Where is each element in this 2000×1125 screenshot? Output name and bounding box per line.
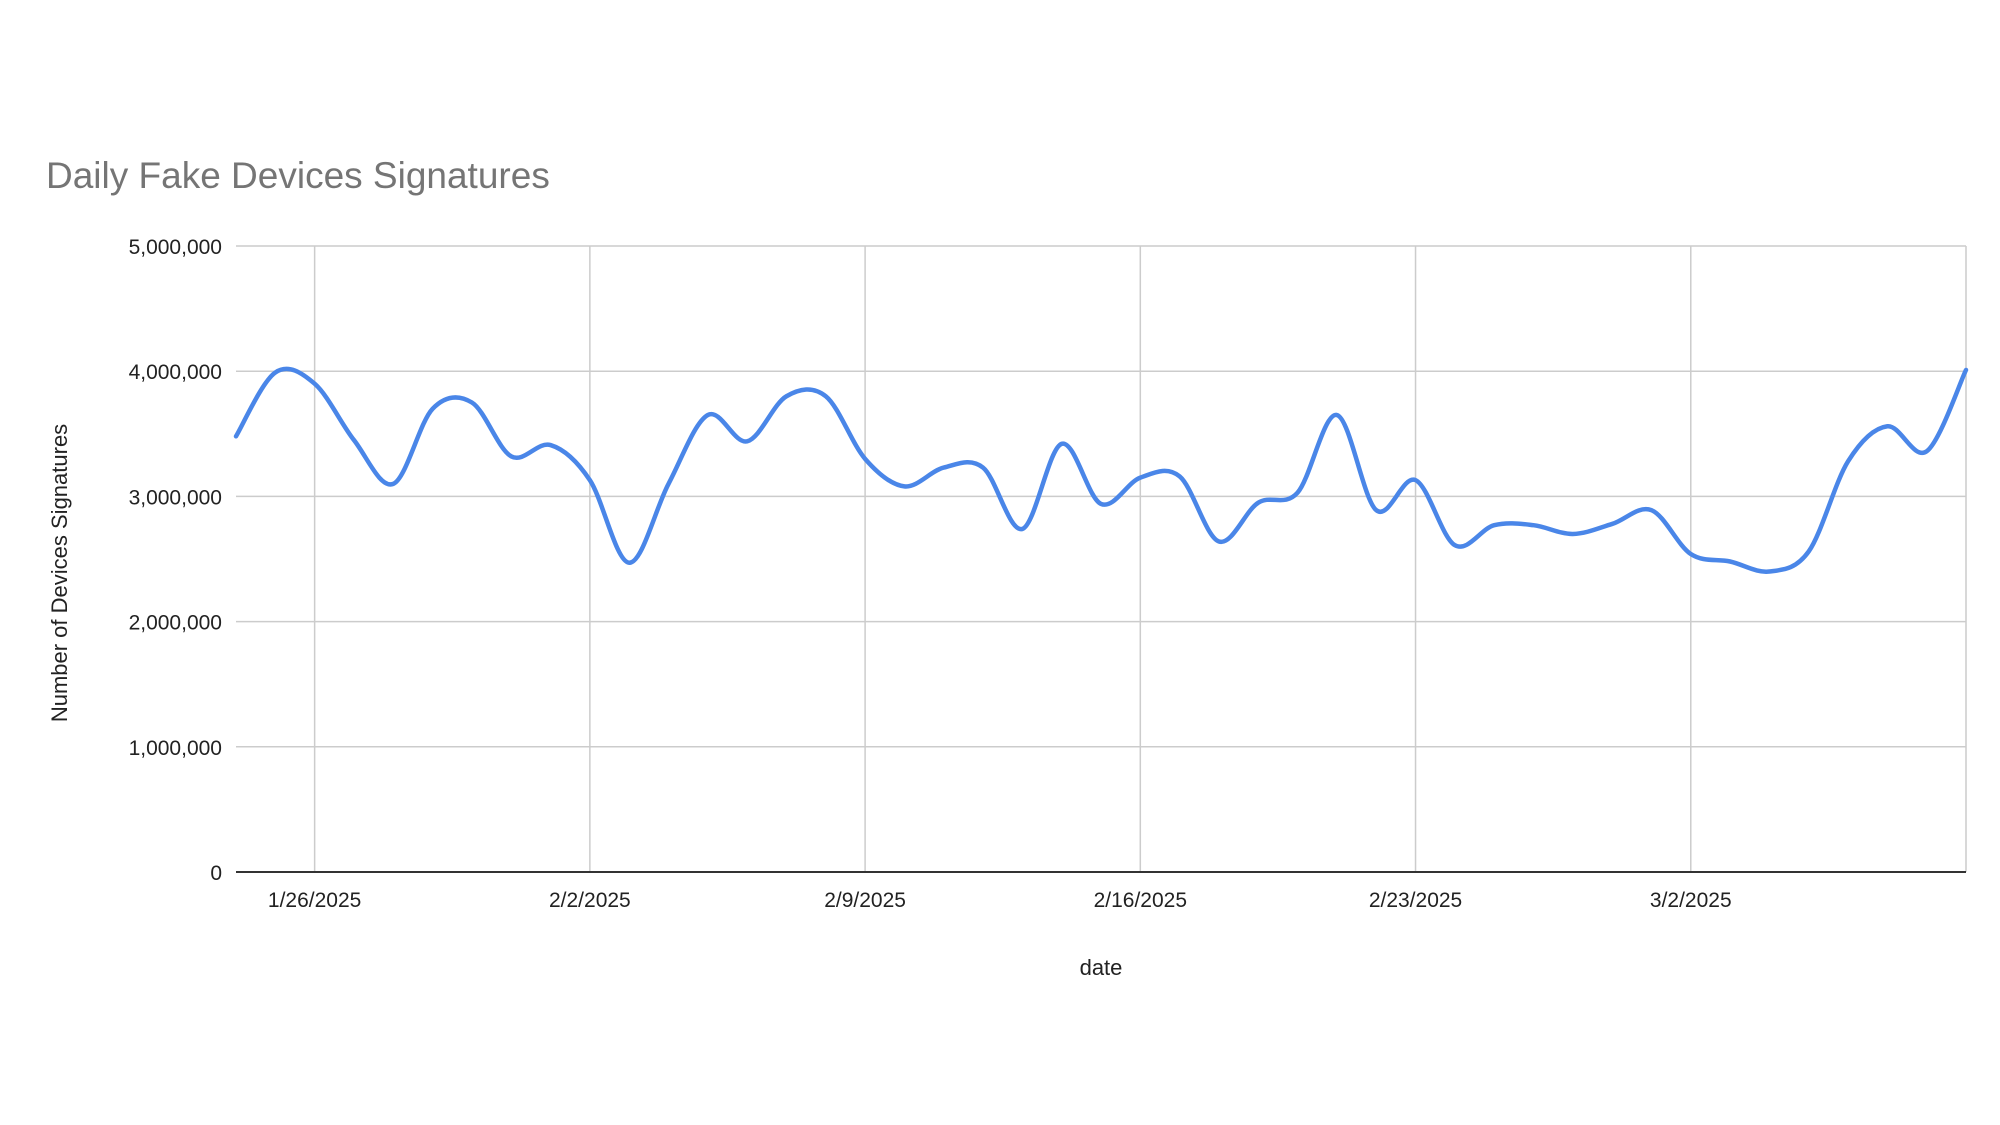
x-axis-label: date	[1080, 955, 1123, 980]
x-axis-ticks: 1/26/2025 2/2/2025 2/9/2025 2/16/2025 2/23/2…	[268, 889, 1732, 912]
y-tick-label: 3,000,000	[129, 486, 222, 509]
y-tick-label: 1,000,000	[129, 737, 222, 760]
y-tick-label: 4,000,000	[129, 361, 222, 384]
x-tick-label: 2/9/2025	[824, 889, 906, 912]
y-tick-label: 2,000,000	[129, 612, 222, 635]
x-tick-label: 2/16/2025	[1094, 889, 1187, 912]
chart-title: Daily Fake Devices Signatures	[46, 155, 550, 196]
series-line	[233, 366, 1969, 574]
x-tick-label: 2/2/2025	[549, 889, 631, 912]
series-layer	[233, 366, 1969, 574]
y-axis-ticks: 0 1,000,000 2,000,000 3,000,000 4,000,000 5,0…	[129, 236, 222, 885]
x-gridlines	[236, 246, 1967, 873]
x-tick-label: 1/26/2025	[268, 889, 361, 912]
y-gridlines	[236, 245, 1966, 748]
x-tick-label: 2/23/2025	[1369, 889, 1462, 912]
x-tick-label: 3/2/2025	[1650, 889, 1732, 912]
y-tick-label: 0	[210, 862, 222, 885]
y-axis-label: Number of Devices Signatures	[47, 424, 72, 722]
y-tick-label: 5,000,000	[129, 236, 222, 259]
